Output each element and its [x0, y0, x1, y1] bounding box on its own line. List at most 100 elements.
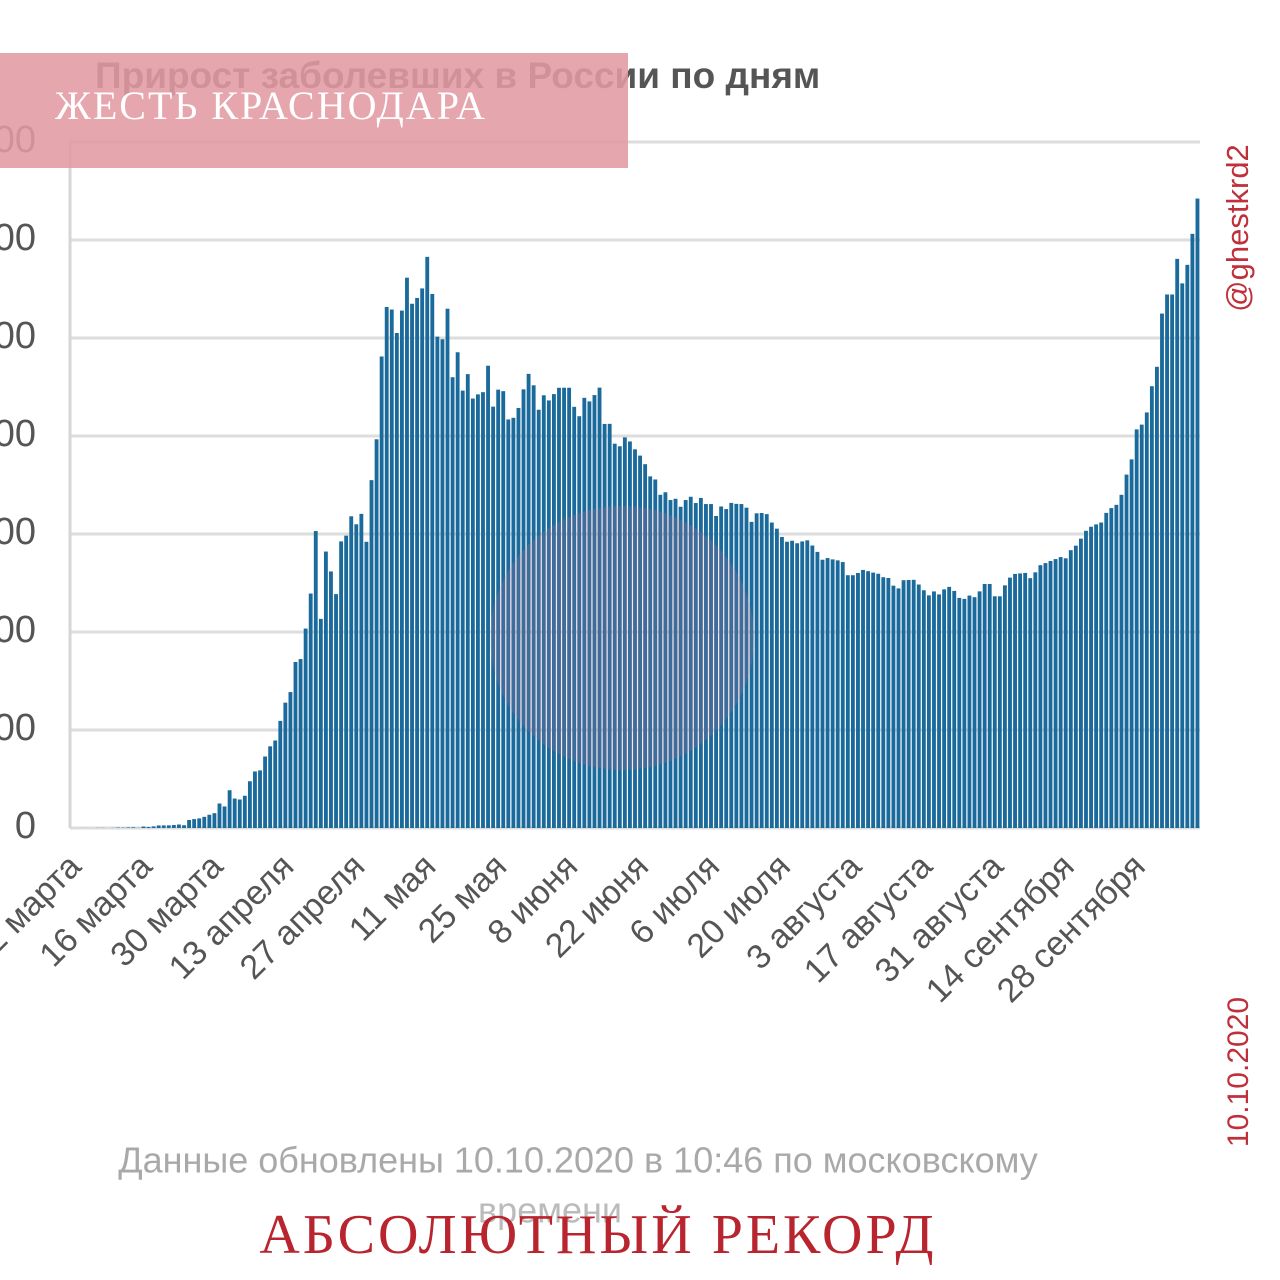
bar — [420, 288, 425, 828]
bar — [293, 661, 298, 828]
bar — [273, 740, 278, 828]
bar — [364, 541, 369, 828]
bar — [638, 455, 642, 828]
bar — [481, 392, 485, 828]
bar — [840, 562, 845, 828]
bar — [997, 596, 1002, 828]
bar — [1068, 550, 1073, 828]
bar — [663, 492, 668, 828]
bar — [916, 584, 921, 828]
bar — [496, 389, 501, 828]
bar — [739, 504, 744, 828]
bar — [704, 504, 708, 828]
bar — [866, 571, 871, 828]
bar — [131, 827, 136, 828]
bar — [1185, 264, 1190, 828]
bar — [222, 806, 227, 828]
bar — [1008, 577, 1012, 828]
bar — [1119, 494, 1124, 828]
bar — [1099, 522, 1104, 828]
bar — [861, 569, 865, 828]
bar — [197, 818, 202, 828]
bar — [187, 820, 192, 828]
bar — [633, 449, 637, 828]
bar — [329, 571, 333, 828]
bar — [410, 303, 414, 828]
bar — [263, 756, 268, 828]
bar — [227, 790, 232, 828]
bar — [871, 572, 876, 828]
bar — [658, 494, 663, 828]
bar — [572, 406, 577, 828]
bar — [582, 397, 587, 828]
bar — [1114, 504, 1119, 828]
bar — [785, 541, 789, 828]
bar — [1033, 572, 1038, 828]
bar — [1170, 294, 1175, 828]
bar — [643, 464, 648, 828]
bar — [1149, 386, 1154, 828]
bar — [926, 595, 931, 828]
bar — [415, 297, 420, 828]
bar — [886, 578, 891, 828]
y-tick-label: 00 — [0, 707, 36, 749]
bar — [962, 598, 967, 828]
bar — [1063, 558, 1068, 828]
bar — [709, 504, 713, 828]
bar — [1180, 283, 1185, 828]
bar — [511, 417, 516, 828]
bar — [450, 377, 455, 828]
bar — [126, 827, 131, 828]
bar — [557, 387, 561, 828]
bar — [693, 503, 698, 828]
bar — [628, 441, 632, 828]
handle: @ghestkrd2 — [1220, 144, 1255, 312]
bar — [942, 589, 947, 828]
bar — [749, 521, 754, 828]
bar — [780, 536, 784, 828]
note-line: времени — [478, 1190, 622, 1231]
bar — [405, 277, 409, 828]
bar — [151, 826, 156, 828]
bar — [653, 479, 658, 828]
bar — [546, 400, 551, 828]
bar — [384, 306, 389, 828]
bar — [435, 336, 440, 828]
bar — [531, 385, 536, 828]
bar — [339, 541, 344, 828]
bar — [212, 813, 217, 828]
y-tick-label: 00 — [0, 217, 36, 259]
bar — [491, 406, 496, 828]
bar — [1078, 538, 1083, 828]
bar — [592, 395, 597, 828]
bar — [1028, 578, 1033, 828]
bar — [541, 395, 546, 828]
date: 10.10.2020 — [1222, 997, 1255, 1147]
bar — [673, 498, 678, 828]
bar — [830, 559, 835, 828]
bar — [896, 588, 901, 828]
bar — [247, 781, 252, 828]
bar — [734, 503, 739, 828]
bar — [1013, 573, 1017, 828]
bar — [303, 628, 308, 828]
bar — [1048, 560, 1053, 828]
bar — [622, 437, 627, 828]
bar — [577, 416, 582, 828]
bar — [764, 514, 769, 828]
bar — [182, 825, 186, 828]
y-tick-label: 00 — [0, 609, 36, 651]
bar — [921, 590, 926, 828]
bar — [465, 374, 470, 828]
brand-banner — [0, 53, 628, 168]
bar — [323, 551, 328, 828]
bar — [992, 596, 997, 828]
bar — [1094, 524, 1099, 828]
bar — [177, 824, 181, 828]
bar — [957, 597, 962, 828]
bar — [298, 659, 303, 828]
bar — [911, 579, 916, 828]
bar — [567, 387, 572, 828]
bar — [597, 387, 602, 828]
